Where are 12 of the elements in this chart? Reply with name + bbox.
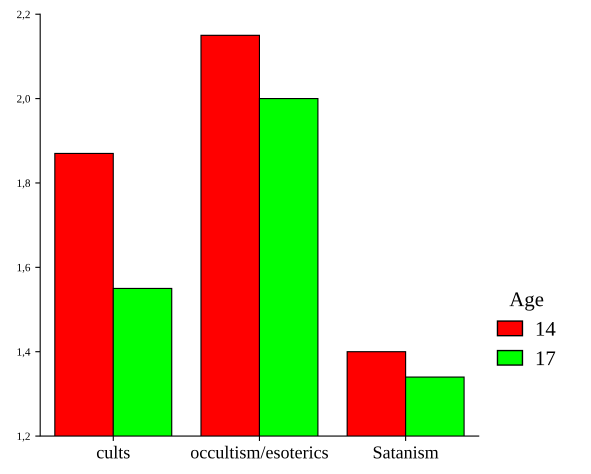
x-tick-label: cults	[96, 446, 130, 459]
legend-label: 14	[536, 322, 556, 336]
y-tick-label: 1,6	[18, 264, 30, 273]
y-tick-label: 2,2	[17, 10, 30, 20]
legend-label: 17	[536, 351, 556, 366]
legend-title: Age	[509, 292, 544, 311]
y-tick-label: 1,4	[18, 348, 30, 358]
x-tick-label: Satanism	[374, 446, 438, 459]
x-tick-label: occultism/esoterics	[190, 446, 328, 459]
y-tick-label: 1,2	[18, 432, 30, 442]
y-tick-label: 1,8	[18, 179, 30, 189]
y-tick-label: 2,0	[17, 95, 30, 104]
